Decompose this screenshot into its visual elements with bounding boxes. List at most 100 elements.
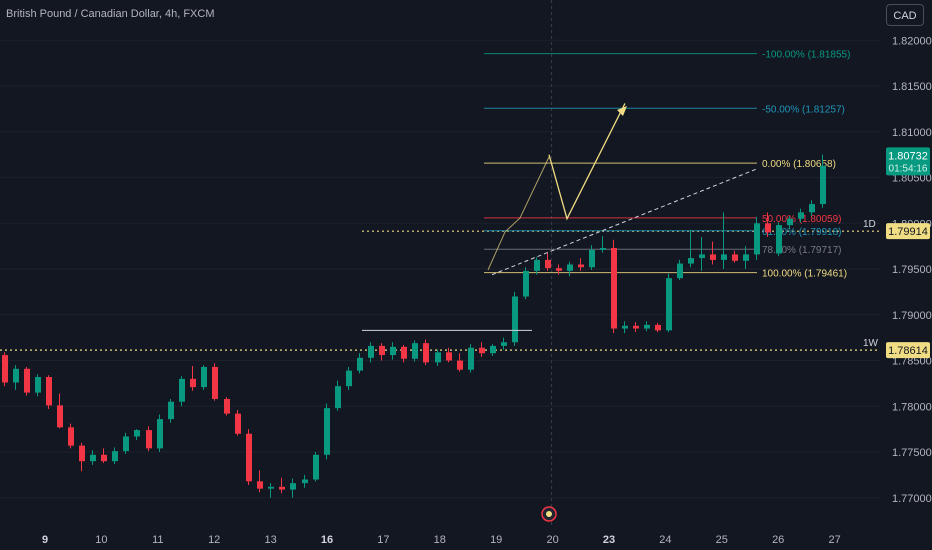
price-tick-label: 1.77000 <box>892 493 932 505</box>
candle-body <box>710 254 716 260</box>
candle-body <box>201 366 207 388</box>
candle-body <box>168 401 174 420</box>
fibonacci-levels: -100.00% (1.81855) -50.00% (1.81257) 0.00%… <box>484 50 850 280</box>
candle-body <box>534 259 540 271</box>
fib-level-label: -100.00% (1.81855) <box>762 50 850 61</box>
candle-body <box>732 254 738 261</box>
candle-body <box>390 346 396 356</box>
price-tick-label: 1.80500 <box>892 173 932 185</box>
candle-body <box>655 324 661 331</box>
candle-body <box>446 352 452 361</box>
event-marker[interactable] <box>541 506 557 522</box>
candle-body <box>677 263 683 279</box>
candle-body <box>224 398 230 414</box>
currency-button[interactable]: CAD <box>886 4 924 26</box>
candle-body <box>246 433 252 482</box>
candle-body <box>24 368 30 393</box>
time-tick-label: 24 <box>659 534 671 546</box>
candle-body <box>134 430 140 437</box>
candle-body <box>235 413 241 434</box>
price-tick-label: 1.82000 <box>892 35 932 47</box>
time-axis[interactable]: 9 10 11 12 13 16 17 18 19 20 23 24 25 26 27 <box>42 534 841 546</box>
symbol-title: British Pound / Canadian Dollar, 4h, FXC… <box>6 8 215 20</box>
candle-body <box>435 352 441 363</box>
time-tick-label: 25 <box>716 534 728 546</box>
candle-body <box>798 212 804 219</box>
candle-body <box>787 218 793 226</box>
trend-line <box>491 168 758 276</box>
fib-level-label: 78.60% (1.79717) <box>762 245 842 256</box>
fib-level-label: 61.80% (1.79918) <box>762 227 842 238</box>
time-tick-label: 12 <box>208 534 220 546</box>
projection-path <box>548 103 626 221</box>
candle-body <box>578 264 584 268</box>
candle-body <box>688 258 694 264</box>
candle-body <box>379 345 385 356</box>
candle-body <box>368 345 374 358</box>
candle-body <box>633 325 639 329</box>
candle-body <box>346 370 352 387</box>
key-level-tag <box>886 223 930 240</box>
candle-body <box>721 254 727 260</box>
price-axis[interactable]: 1.820001.815001.810001.805001.800001.795… <box>886 35 932 505</box>
candle-body <box>179 378 185 402</box>
candle-body <box>335 386 341 409</box>
candle-body <box>809 204 815 213</box>
candle-body <box>13 368 19 383</box>
candle-body <box>35 377 41 393</box>
candle-body <box>401 346 407 359</box>
price-tick-label: 1.77500 <box>892 447 932 459</box>
candle-body <box>257 481 263 489</box>
candle-body <box>644 324 650 329</box>
price-tick-label: 1.79000 <box>892 310 932 322</box>
key-level-tag <box>886 342 930 359</box>
time-tick-label: 11 <box>152 534 163 546</box>
price-tick-label: 1.78500 <box>892 356 932 368</box>
candle-body <box>468 347 474 370</box>
candles <box>2 154 826 498</box>
candle-body <box>589 249 595 268</box>
time-tick-label: 27 <box>828 534 840 546</box>
candle-body <box>279 486 285 490</box>
candle-body <box>776 225 782 254</box>
impulse-leg <box>487 156 550 271</box>
candle-body <box>567 264 573 271</box>
candle-body <box>57 405 63 428</box>
candle-body <box>765 223 771 233</box>
key-level-tag-label: 1.79914 <box>888 226 928 238</box>
candle-body <box>68 427 74 446</box>
candle-body <box>79 445 85 462</box>
candle-body <box>2 355 8 383</box>
candle-body <box>479 347 485 354</box>
candle-body <box>157 419 163 449</box>
candle-body <box>512 296 518 343</box>
time-tick-label: 18 <box>434 534 446 546</box>
key-level-label: 1D <box>863 219 876 230</box>
time-tick-label: 26 <box>772 534 784 546</box>
horizontal-levels: 1D 1W <box>0 219 880 351</box>
candle-body <box>490 345 496 354</box>
time-tick-label: 13 <box>264 534 276 546</box>
candle-body <box>112 451 118 462</box>
candle-body <box>556 268 562 271</box>
drawings <box>362 103 758 331</box>
current-price-value: 1.80732 <box>888 150 928 162</box>
candle-body <box>754 223 760 255</box>
fib-level-label: 50.00% (1.80059) <box>762 214 842 225</box>
price-tick-label: 1.81500 <box>892 81 932 93</box>
candle-body <box>313 454 319 480</box>
candle-body <box>212 366 218 399</box>
candle-body <box>412 343 418 359</box>
candle-body <box>743 254 749 261</box>
fib-level-label: -50.00% (1.81257) <box>762 104 845 115</box>
candle-body <box>611 248 617 329</box>
candle-body <box>699 254 705 259</box>
candle-body <box>357 357 363 371</box>
bar-countdown: 01:54:16 <box>889 163 928 174</box>
candle-body <box>146 430 152 449</box>
candle-body <box>190 378 196 388</box>
price-tick-label: 1.81000 <box>892 127 932 139</box>
time-tick-label: 10 <box>95 534 107 546</box>
time-tick-label: 16 <box>321 534 333 546</box>
